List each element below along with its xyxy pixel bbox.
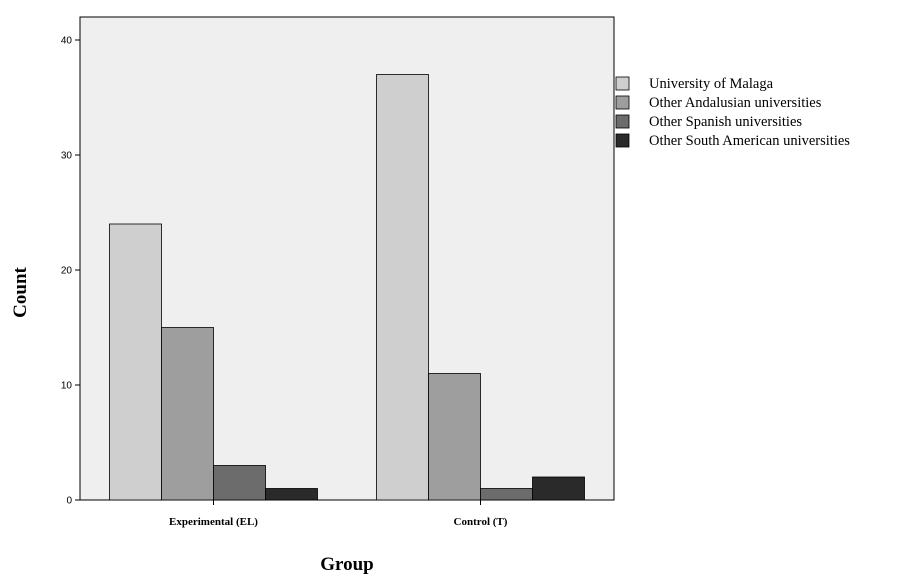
y-tick-label: 0: [66, 496, 72, 507]
y-axis-title: Count: [10, 266, 31, 317]
bars: [109, 74, 585, 501]
y-tick-label: 20: [61, 266, 73, 277]
x-tick-label: Experimental (EL): [169, 516, 258, 528]
y-tick-label: 30: [61, 151, 73, 162]
legend-swatch: [615, 114, 630, 129]
bar: [532, 476, 585, 501]
legend: University of Malaga Other Andalusian uni…: [615, 76, 850, 149]
legend-swatch: [615, 95, 630, 110]
x-axis-title: Group: [320, 554, 374, 575]
bar: [376, 74, 429, 501]
bar: [265, 488, 318, 501]
legend-swatch: [615, 133, 630, 148]
legend-label: Other South American universities: [649, 133, 850, 149]
y-axis: 0 10 20 30 40: [61, 36, 80, 507]
bar: [480, 488, 533, 501]
x-axis: Experimental (EL) Control (T): [169, 500, 508, 528]
legend-swatch: [615, 76, 630, 91]
bar: [428, 373, 481, 501]
bar: [213, 465, 266, 501]
y-tick-label: 40: [61, 36, 73, 47]
bar: [161, 327, 214, 501]
legend-label: University of Malaga: [649, 76, 774, 92]
x-tick-label: Control (T): [454, 516, 508, 528]
y-tick-label: 10: [61, 381, 73, 392]
legend-label: Other Andalusian universities: [649, 95, 822, 111]
legend-label: Other Spanish universities: [649, 114, 802, 130]
bar: [109, 223, 162, 501]
